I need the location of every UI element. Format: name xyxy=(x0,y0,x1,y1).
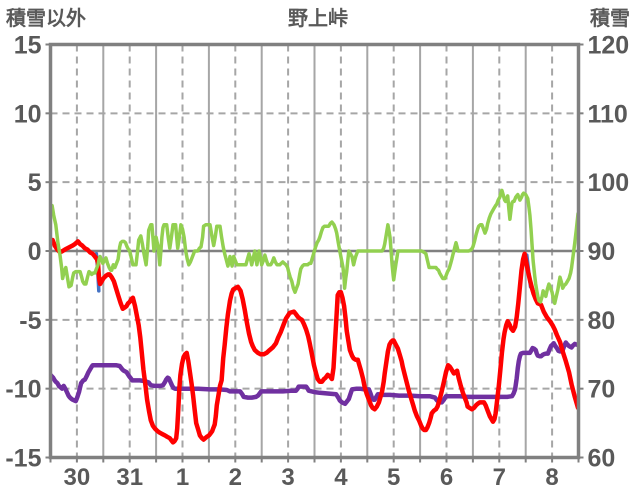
x-axis-tick-label: 1 xyxy=(176,464,189,491)
x-axis-tick-label: 3 xyxy=(281,464,294,491)
axis-ticks xyxy=(45,43,584,463)
left-axis-tick-label: 0 xyxy=(28,238,42,266)
right-axis-title: 積雪 xyxy=(590,8,630,30)
axis-labels: 15 10 5 0 -5 -10 -15 120 110 100 90 80 70 60 30 31 1 2 3 4 5… xyxy=(5,32,629,492)
x-axis-tick-label: 7 xyxy=(493,464,506,491)
left-axis-tick-label: 15 xyxy=(14,32,42,60)
left-axis-tick-label: 5 xyxy=(28,169,42,197)
right-axis-tick-label: 70 xyxy=(588,376,616,404)
x-axis-tick-label: 6 xyxy=(440,464,453,491)
left-axis-title: 積雪以外 xyxy=(6,8,86,30)
x-axis-tick-label: 31 xyxy=(116,464,143,491)
left-axis-tick-label: -5 xyxy=(19,307,41,335)
x-axis-tick-label: 2 xyxy=(229,464,242,491)
x-axis-tick-label: 5 xyxy=(387,464,400,491)
left-axis-tick-label: -10 xyxy=(5,376,41,404)
right-axis-tick-label: 80 xyxy=(588,307,616,335)
right-axis-tick-label: 100 xyxy=(588,169,630,197)
right-axis-tick-label: 110 xyxy=(588,100,628,128)
x-axis-tick-label: 30 xyxy=(64,464,91,491)
chart-title: 野上峠 xyxy=(288,8,348,30)
right-axis-tick-label: 60 xyxy=(588,445,616,473)
series-red-line xyxy=(49,237,580,445)
right-axis-tick-label: 120 xyxy=(588,32,630,60)
left-axis-tick-label: 10 xyxy=(14,100,42,128)
right-axis-tick-label: 90 xyxy=(588,238,616,266)
x-axis-tick-label: 4 xyxy=(334,464,348,491)
left-axis-tick-label: -15 xyxy=(5,445,41,473)
series-group xyxy=(49,188,580,445)
x-axis-tick-label: 8 xyxy=(545,464,558,491)
series-green-line xyxy=(49,188,580,306)
series-purple-line xyxy=(49,340,580,407)
